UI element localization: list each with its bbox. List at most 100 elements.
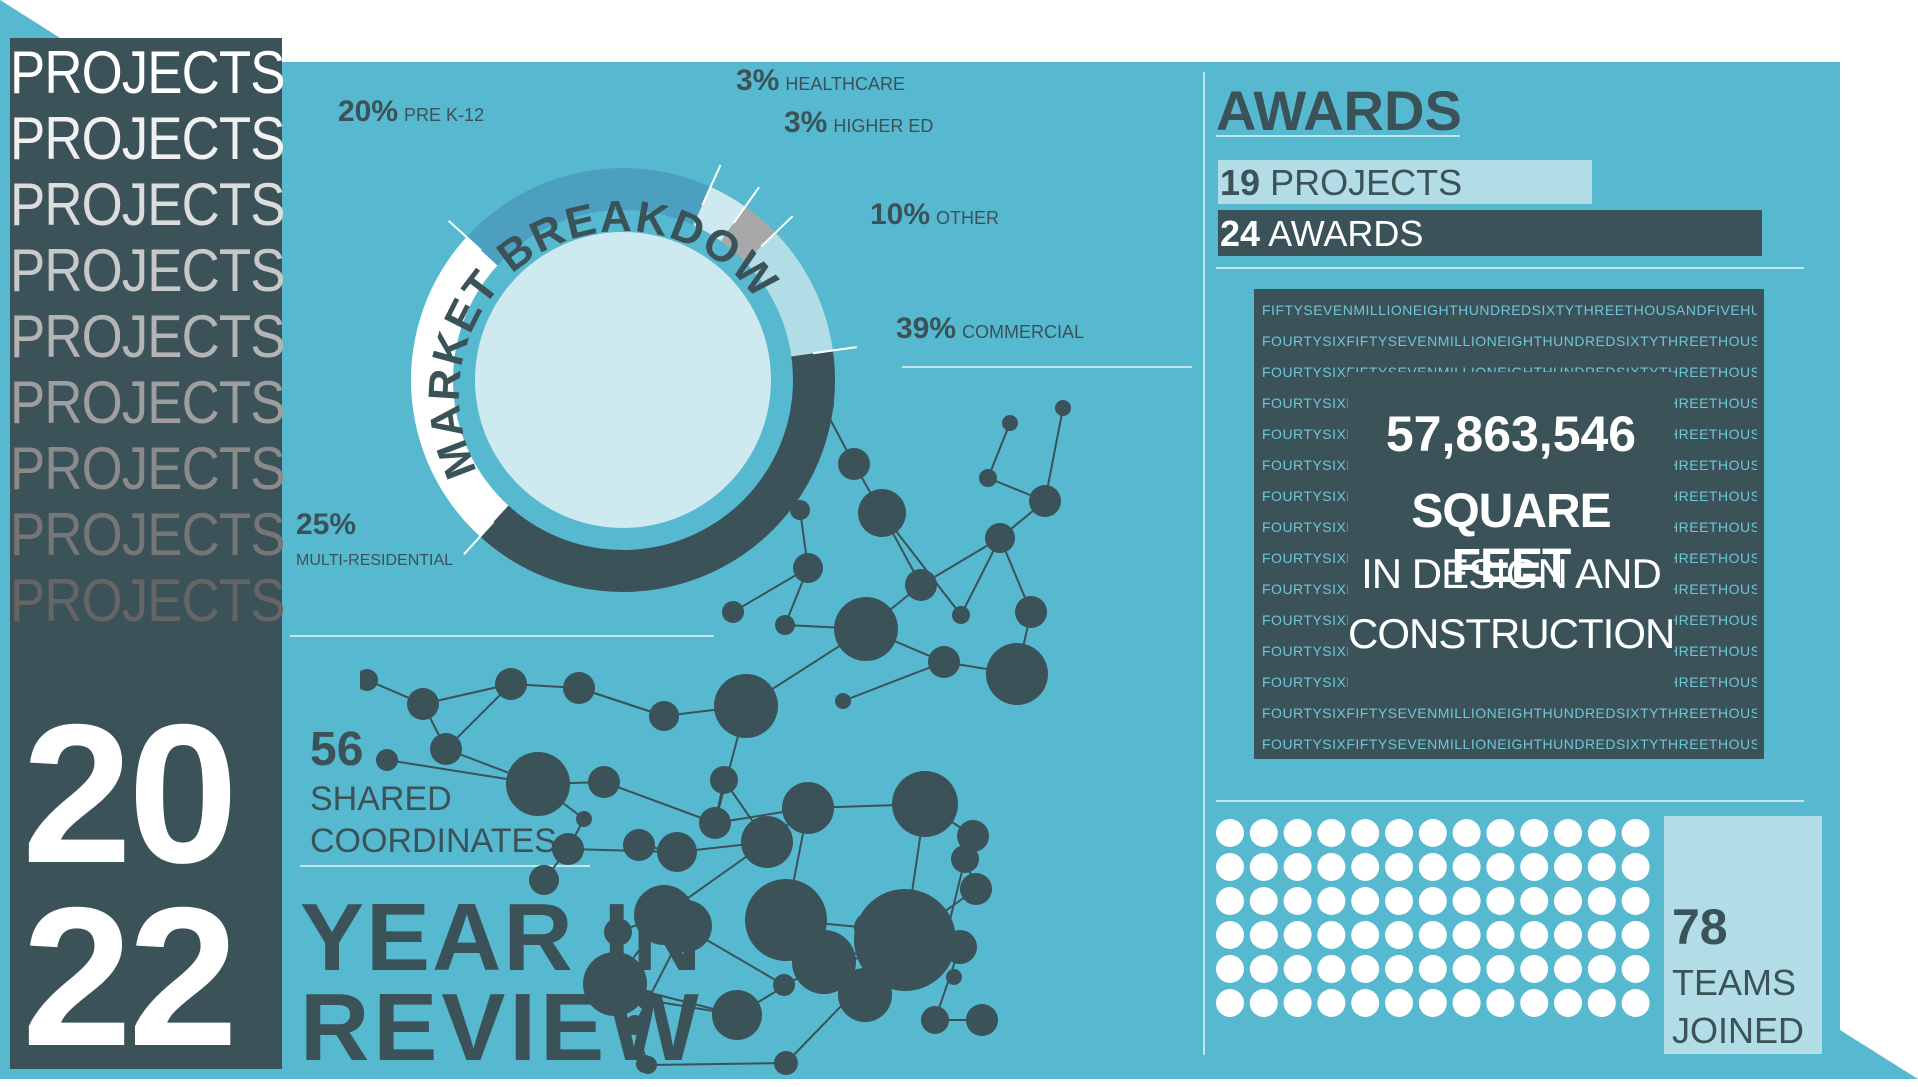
team-dot bbox=[1249, 853, 1278, 881]
network-node bbox=[858, 489, 906, 537]
network-node bbox=[774, 1051, 798, 1075]
projects-word: PROJECTS bbox=[10, 435, 285, 502]
team-dot bbox=[1351, 819, 1380, 847]
team-dot bbox=[1216, 921, 1244, 949]
team-dot bbox=[1452, 819, 1481, 847]
team-dot bbox=[1418, 921, 1447, 949]
network-node bbox=[360, 669, 378, 691]
square-feet-line1: SQUARE FEET bbox=[1411, 485, 1611, 593]
team-dot bbox=[1554, 989, 1582, 1017]
team-dot bbox=[1317, 819, 1346, 847]
team-dot bbox=[1216, 853, 1244, 881]
network-node bbox=[714, 674, 778, 738]
bottom-right-wedge bbox=[1840, 1030, 1918, 1079]
team-dot bbox=[1283, 819, 1312, 847]
team-dot bbox=[1486, 921, 1515, 949]
team-dot bbox=[1216, 887, 1244, 915]
square-feet-number: 57,863,546 bbox=[1385, 406, 1637, 462]
square-feet-text-row: FOURTYSIXFIFTYSEVENMILLIONEIGHTHUNDREDSI… bbox=[1262, 333, 1757, 349]
teams-line2: JOINED bbox=[1672, 1010, 1805, 1051]
projects-word: PROJECTS bbox=[10, 171, 285, 238]
projects-word: PROJECTS bbox=[10, 237, 285, 304]
teams-dot-grid bbox=[1216, 819, 1650, 1017]
team-dot bbox=[1351, 989, 1380, 1017]
network-node bbox=[722, 601, 744, 623]
team-dot bbox=[1317, 989, 1346, 1017]
network-node bbox=[951, 845, 979, 873]
projects-bar bbox=[1218, 160, 1592, 204]
projects-word: PROJECTS bbox=[10, 303, 285, 370]
network-node bbox=[790, 500, 810, 520]
network-node bbox=[576, 811, 592, 827]
network-node bbox=[854, 889, 956, 991]
network-node bbox=[775, 615, 795, 635]
projects-word: PROJECTS bbox=[10, 39, 285, 106]
network-edge bbox=[647, 1062, 787, 1066]
team-dot bbox=[1418, 887, 1447, 915]
network-node bbox=[810, 392, 834, 416]
teams-number: 78 bbox=[1672, 899, 1728, 955]
teams-line1: TEAMS bbox=[1672, 962, 1797, 1003]
network-node bbox=[741, 816, 793, 868]
team-dot bbox=[1621, 887, 1650, 915]
team-dot bbox=[1418, 819, 1447, 847]
team-dot bbox=[1317, 853, 1346, 881]
donut-slice-commercial bbox=[480, 350, 835, 592]
team-dot bbox=[1621, 853, 1650, 881]
network-node bbox=[699, 807, 731, 839]
network-node bbox=[649, 701, 679, 731]
awards-heading: AWARDS bbox=[1216, 79, 1462, 142]
network-node bbox=[905, 569, 937, 601]
donut-leader-line bbox=[760, 215, 794, 248]
team-dot bbox=[1283, 887, 1312, 915]
donut-slice-higher-ed bbox=[720, 206, 776, 262]
team-dot bbox=[1554, 955, 1582, 983]
team-dot bbox=[1587, 887, 1616, 915]
team-dot bbox=[1554, 853, 1582, 881]
team-dot bbox=[1520, 887, 1549, 915]
network-node bbox=[892, 771, 958, 837]
team-dot bbox=[1351, 921, 1380, 949]
team-dot bbox=[1486, 887, 1515, 915]
team-dot bbox=[1385, 819, 1413, 847]
team-dot bbox=[1621, 955, 1650, 983]
coordinates-line2: COORDINATES bbox=[310, 822, 557, 860]
team-dot bbox=[1452, 887, 1481, 915]
network-node bbox=[921, 1006, 949, 1034]
network-node bbox=[660, 900, 712, 952]
network-node bbox=[838, 968, 892, 1022]
donut-slice-other bbox=[745, 232, 833, 357]
team-dot bbox=[1283, 853, 1312, 881]
team-dot bbox=[1486, 989, 1515, 1017]
team-dot bbox=[1554, 819, 1582, 847]
network-node bbox=[986, 643, 1048, 705]
team-dot bbox=[1418, 989, 1447, 1017]
network-node bbox=[928, 646, 960, 678]
network-node bbox=[957, 820, 989, 852]
team-dot bbox=[1385, 989, 1413, 1017]
donut-leader-line bbox=[701, 164, 722, 206]
team-dot bbox=[1452, 955, 1481, 983]
team-dot bbox=[1452, 853, 1481, 881]
team-dot bbox=[1351, 887, 1380, 915]
square-feet-line2: IN DESIGN AND bbox=[1361, 550, 1662, 597]
team-dot bbox=[1587, 989, 1616, 1017]
team-dot bbox=[1486, 955, 1515, 983]
network-node bbox=[604, 918, 632, 946]
donut-leader-line bbox=[732, 186, 760, 224]
network-node bbox=[625, 1015, 645, 1035]
square-feet-box bbox=[1348, 372, 1674, 694]
network-node bbox=[376, 749, 398, 771]
network-node bbox=[838, 448, 870, 480]
network-node bbox=[1055, 400, 1071, 416]
team-dot bbox=[1385, 955, 1413, 983]
network-node bbox=[552, 833, 584, 865]
projects-word: PROJECTS bbox=[10, 369, 285, 436]
label-commercial: 39% COMMERCIAL bbox=[896, 312, 1085, 345]
awards-text: 24 AWARDS bbox=[1220, 213, 1424, 254]
label-multi-residential-name: MULTI-RESIDENTIAL bbox=[296, 552, 454, 569]
network-node bbox=[834, 597, 898, 661]
network-node bbox=[495, 668, 527, 700]
network-node bbox=[636, 1055, 654, 1073]
team-dot bbox=[1317, 887, 1346, 915]
